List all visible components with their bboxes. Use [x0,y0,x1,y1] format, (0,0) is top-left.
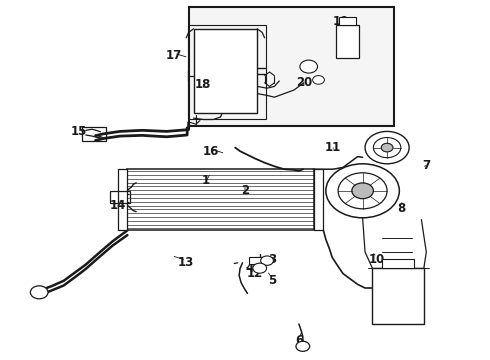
Bar [189,7,394,126]
Text: 7: 7 [422,159,430,172]
Circle shape [30,286,48,299]
Circle shape [296,341,310,351]
Text: 16: 16 [202,145,219,158]
Circle shape [338,173,387,209]
Text: 2: 2 [241,184,249,197]
Circle shape [326,164,399,218]
Bar [82,127,106,141]
Circle shape [261,256,273,265]
Circle shape [365,131,409,164]
Text: 6: 6 [295,334,303,347]
Circle shape [300,60,318,73]
Text: 5: 5 [268,274,276,287]
Text: 18: 18 [195,78,212,91]
Text: 20: 20 [295,76,312,89]
Circle shape [352,183,373,199]
Text: 10: 10 [369,253,386,266]
Text: 14: 14 [109,199,126,212]
Text: 8: 8 [398,202,406,215]
Circle shape [313,76,324,84]
Bar [314,169,323,230]
Bar [194,29,257,113]
Bar [339,17,356,25]
Bar [372,268,424,324]
Text: 12: 12 [246,267,263,280]
Bar [249,257,270,264]
Text: 1: 1 [202,174,210,186]
Circle shape [381,143,393,152]
Text: 4: 4 [246,262,254,275]
Bar [118,169,127,230]
Bar [127,169,314,230]
Text: 9: 9 [383,148,391,161]
Text: 3: 3 [268,253,276,266]
Bar [188,25,266,119]
Bar [336,25,359,58]
Text: 13: 13 [178,256,195,269]
Circle shape [253,263,267,273]
Circle shape [373,138,401,158]
Text: 15: 15 [70,125,87,138]
Bar [110,191,130,203]
Text: 11: 11 [325,141,342,154]
Bar [382,259,414,268]
Text: 17: 17 [166,49,182,62]
Text: 19: 19 [332,15,349,28]
